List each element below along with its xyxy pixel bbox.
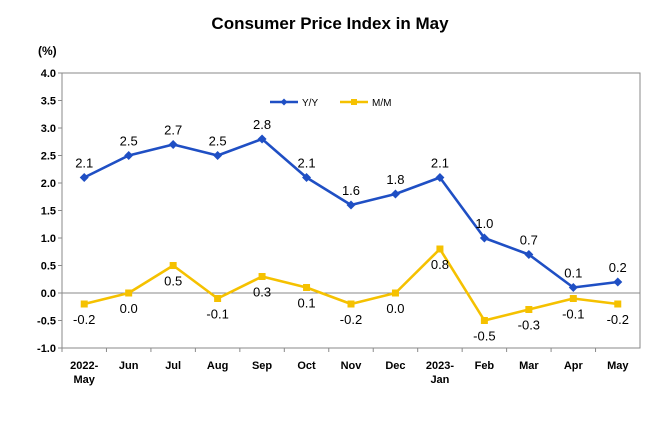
x-tick-label: 2023- xyxy=(426,360,454,372)
y-tick-label: 3.5 xyxy=(41,96,56,108)
data-label: -0.2 xyxy=(340,312,362,327)
data-point-yy xyxy=(435,173,445,182)
y-axis-unit-label: (%) xyxy=(38,44,57,58)
data-label: 0.8 xyxy=(431,257,449,272)
y-tick-label: 4.0 xyxy=(41,68,56,80)
chart-title: Consumer Price Index in May xyxy=(211,14,449,33)
data-point-yy xyxy=(390,189,400,199)
data-label: 2.1 xyxy=(297,156,315,171)
x-tick-label: Nov xyxy=(341,360,363,372)
x-tick-label: 2022- xyxy=(70,360,98,372)
data-point-mm xyxy=(169,262,177,269)
x-tick-label: May xyxy=(74,374,96,386)
data-point-mm xyxy=(436,245,444,253)
data-point-yy xyxy=(168,140,178,149)
x-tick-label: Oct xyxy=(297,360,316,372)
data-point-mm xyxy=(614,300,622,308)
data-point-yy xyxy=(213,151,223,160)
data-point-mm xyxy=(525,306,533,313)
data-label: 0.5 xyxy=(164,274,182,289)
data-point-mm xyxy=(480,317,488,324)
data-label: 2.1 xyxy=(431,156,449,171)
data-label: -0.2 xyxy=(607,312,629,327)
data-label: -0.5 xyxy=(473,329,495,344)
data-label: 0.1 xyxy=(297,296,315,311)
data-point-yy xyxy=(568,283,578,292)
data-label: 2.8 xyxy=(253,117,271,132)
data-label: 1.0 xyxy=(475,216,493,231)
data-point-mm xyxy=(80,300,88,308)
data-label: 0.0 xyxy=(386,301,404,316)
x-tick-label: Dec xyxy=(385,360,405,372)
y-tick-label: 2.5 xyxy=(41,151,56,163)
data-point-yy xyxy=(524,250,534,259)
data-point-yy xyxy=(302,173,312,182)
data-label: 2.1 xyxy=(75,156,93,171)
y-tick-label: 0.5 xyxy=(41,261,56,273)
data-point-mm xyxy=(569,295,577,302)
x-tick-label: Aug xyxy=(207,360,228,372)
data-point-yy xyxy=(346,200,356,210)
data-label: 0.0 xyxy=(120,301,138,316)
data-point-yy xyxy=(79,173,89,182)
data-label: 2.5 xyxy=(120,134,138,149)
data-label: -0.3 xyxy=(518,318,540,333)
data-point-mm xyxy=(125,289,133,297)
x-tick-label: Sep xyxy=(252,360,272,372)
legend-marker-mm xyxy=(351,99,357,105)
legend-marker-yy xyxy=(280,98,288,106)
data-label: 2.5 xyxy=(209,134,227,149)
x-tick-label: Feb xyxy=(475,360,495,372)
data-point-mm xyxy=(347,300,355,308)
legend-label: Y/Y xyxy=(302,98,318,109)
x-tick-label: Mar xyxy=(519,360,539,372)
data-label: 1.8 xyxy=(386,172,404,187)
data-label: 0.7 xyxy=(520,233,538,248)
y-tick-label: 1.5 xyxy=(41,206,56,218)
legend-label: M/M xyxy=(372,98,391,109)
y-tick-label: 2.0 xyxy=(41,178,56,190)
data-label: 0.1 xyxy=(564,266,582,281)
x-tick-label: Jan xyxy=(430,374,449,386)
y-tick-label: -0.5 xyxy=(37,316,56,328)
y-tick-label: -1.0 xyxy=(37,343,56,355)
data-point-yy xyxy=(613,277,623,287)
data-label: -0.1 xyxy=(206,307,228,322)
x-tick-label: Jun xyxy=(119,360,139,372)
data-label: 1.6 xyxy=(342,183,360,198)
data-point-mm xyxy=(258,273,266,280)
x-tick-label: May xyxy=(607,360,629,372)
data-point-mm xyxy=(214,295,222,302)
data-point-mm xyxy=(303,284,311,291)
data-label: -0.2 xyxy=(73,312,95,327)
series-line-y-y xyxy=(83,137,618,289)
data-label: 0.2 xyxy=(609,260,627,275)
data-label: 0.3 xyxy=(253,285,271,300)
data-label: 2.7 xyxy=(164,123,182,138)
data-point-yy xyxy=(257,134,267,144)
x-tick-label: Jul xyxy=(165,360,181,372)
y-tick-label: 0.0 xyxy=(41,288,56,300)
data-point-yy xyxy=(479,233,489,243)
y-tick-label: 3.0 xyxy=(41,123,56,135)
x-tick-label: Apr xyxy=(564,360,584,372)
data-label: -0.1 xyxy=(562,307,584,322)
y-tick-label: 1.0 xyxy=(41,233,56,245)
data-point-mm xyxy=(391,289,399,297)
data-point-yy xyxy=(124,151,134,160)
